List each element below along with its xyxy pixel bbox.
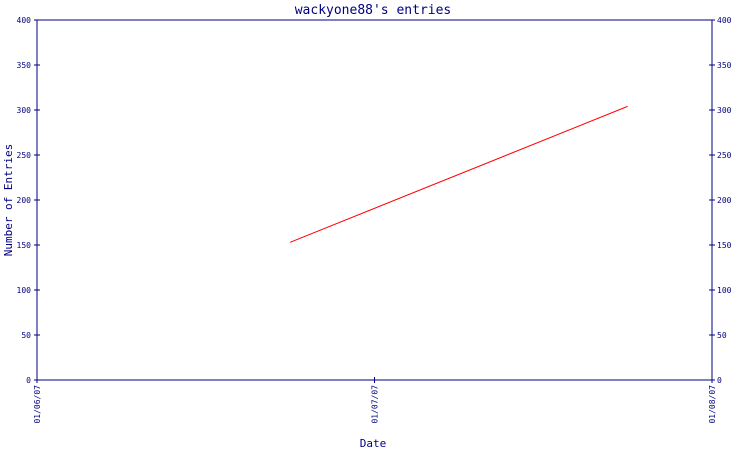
y-ticks-right: 0 50 100 150 200 250 300 350 400	[709, 16, 732, 385]
y-ticks-left: 0 50 100 150 200 250 300 350 400	[17, 16, 40, 385]
chart-axes	[36, 19, 713, 381]
x-ticks: 01/06/07 01/07/07 01/08/07	[33, 377, 717, 424]
y-tick-label-right: 100	[717, 286, 732, 295]
chart-title: wackyone88's entries	[295, 3, 452, 18]
y-tick-label: 50	[21, 331, 31, 340]
series-line	[289, 105, 628, 243]
y-tick-label: 150	[17, 241, 32, 250]
x-tick-label: 01/06/07	[33, 385, 42, 424]
x-tick-label: 01/07/07	[371, 385, 380, 424]
y-tick-label: 250	[17, 151, 32, 160]
y-tick-label-right: 200	[717, 196, 732, 205]
y-tick-label: 0	[26, 376, 31, 385]
y-axis-label: Number of Entries	[2, 144, 15, 257]
y-tick-label: 400	[17, 16, 32, 25]
y-tick-label-right: 300	[717, 106, 732, 115]
y-tick-label: 300	[17, 106, 32, 115]
y-tick-label: 350	[17, 61, 32, 70]
x-axis-label: Date	[360, 437, 387, 450]
y-tick-label-right: 350	[717, 61, 732, 70]
y-tick-label-right: 0	[717, 376, 722, 385]
y-tick-label-right: 400	[717, 16, 732, 25]
y-tick-label: 100	[17, 286, 32, 295]
x-tick-label: 01/08/07	[708, 385, 717, 424]
data-series	[289, 105, 628, 243]
y-tick-label: 200	[17, 196, 32, 205]
y-tick-label-right: 150	[717, 241, 732, 250]
y-tick-label-right: 50	[717, 331, 727, 340]
y-tick-label-right: 250	[717, 151, 732, 160]
